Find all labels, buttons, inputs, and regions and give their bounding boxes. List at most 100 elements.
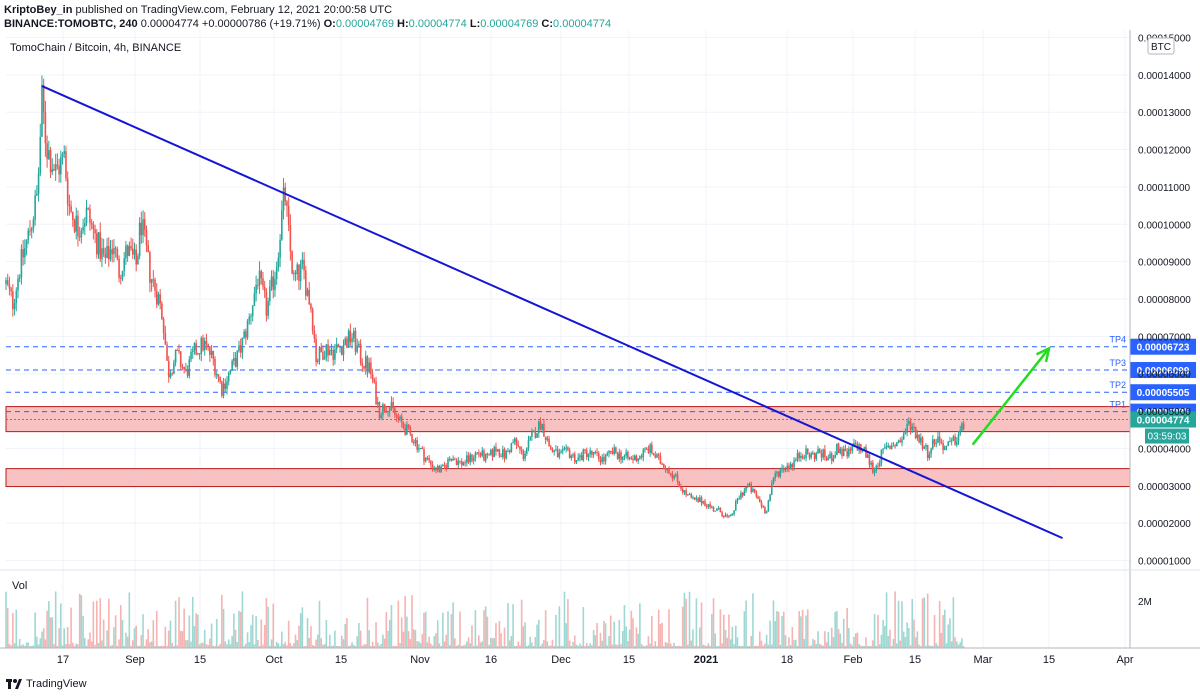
candle-body xyxy=(671,473,674,479)
volume-bar xyxy=(649,643,651,648)
candle-body xyxy=(748,483,751,486)
trendline xyxy=(41,85,1063,540)
candle-body xyxy=(406,424,408,435)
volume-bar xyxy=(666,643,669,648)
volume-bar xyxy=(721,643,723,648)
candle-body xyxy=(687,494,689,496)
candle-body xyxy=(190,352,192,360)
candle-body xyxy=(447,458,449,469)
volume-bar xyxy=(645,645,648,648)
volume-bar xyxy=(676,645,679,648)
candle-body xyxy=(781,467,783,470)
volume-bar xyxy=(738,645,741,648)
volume-bar xyxy=(776,610,778,648)
candle-body xyxy=(236,350,239,367)
volume-bar xyxy=(400,617,403,648)
candle-body xyxy=(793,460,795,468)
candle-body xyxy=(592,452,595,455)
candle-body xyxy=(265,291,268,316)
volume-bar xyxy=(135,625,137,648)
candle-body xyxy=(387,411,389,413)
volume-bar xyxy=(817,631,819,648)
open-label: O: xyxy=(323,18,336,30)
target-levels: TP4 0.00006723 TP3 0.00006099 TP2 0.00005505 T… xyxy=(6,335,1196,444)
candle-body xyxy=(344,338,347,346)
volume-bar xyxy=(716,646,718,648)
candle-body xyxy=(382,404,384,416)
volume-bar xyxy=(366,597,369,648)
volume-bar xyxy=(92,601,95,648)
volume-bar xyxy=(644,645,646,648)
volume-bar xyxy=(767,644,770,648)
target-arrow-head xyxy=(1035,346,1051,363)
volume-bar xyxy=(27,642,30,648)
volume-bar xyxy=(923,597,926,648)
volume-bar xyxy=(457,644,460,648)
candle-body xyxy=(484,453,487,461)
volume-bar xyxy=(116,645,119,648)
volume-bar xyxy=(149,642,151,648)
volume-bar xyxy=(786,645,788,648)
candle-body xyxy=(630,457,633,459)
candle-body xyxy=(414,439,417,444)
candle-body xyxy=(250,315,252,317)
author-name[interactable]: KriptoBey_in xyxy=(4,4,73,16)
volume-bar xyxy=(443,641,446,648)
volume-bar xyxy=(836,610,838,648)
volume-bar xyxy=(435,633,437,648)
volume-bar xyxy=(822,645,824,648)
candle-body xyxy=(239,345,242,353)
currency-label: BTC xyxy=(1151,42,1171,53)
candle-body xyxy=(241,337,244,353)
volume-bar xyxy=(736,637,739,648)
candle-body xyxy=(878,463,881,467)
candle-body xyxy=(532,430,535,433)
candle-body xyxy=(472,458,475,461)
candle-body xyxy=(197,353,199,355)
volume-bar xyxy=(128,592,131,648)
volume-bar xyxy=(239,611,242,648)
candle-body xyxy=(183,366,185,370)
volume-bar xyxy=(193,626,196,648)
candle-body xyxy=(548,438,550,447)
candle-body xyxy=(467,455,470,463)
candle-body xyxy=(436,466,439,471)
candle-body xyxy=(471,454,473,461)
volume-bar xyxy=(712,598,715,648)
candle-body xyxy=(114,248,117,250)
volume-bar xyxy=(707,643,710,648)
volume-bar xyxy=(426,642,429,648)
candle-body xyxy=(298,264,300,281)
candle-body xyxy=(423,449,425,462)
candle-body xyxy=(409,427,412,434)
volume-bar xyxy=(101,640,103,648)
candle-body xyxy=(567,447,569,450)
volume-bar xyxy=(587,645,590,648)
volume-bar xyxy=(633,645,636,648)
volume-bar xyxy=(678,645,681,648)
candle-body xyxy=(380,415,382,418)
volume-bar xyxy=(392,645,394,648)
volume-bar xyxy=(515,646,518,648)
candle-body xyxy=(661,463,663,465)
volume-bar xyxy=(782,611,785,648)
volume-bar xyxy=(133,628,136,648)
candle-body xyxy=(938,436,941,442)
volume-bar xyxy=(484,606,487,648)
volume-bar xyxy=(803,639,806,648)
y-tick-label: 0.00006000 xyxy=(1138,370,1191,381)
volume-bar xyxy=(842,618,845,648)
candle-body xyxy=(202,337,204,351)
volume-bar xyxy=(8,643,11,648)
candle-body xyxy=(286,201,288,206)
volume-bar xyxy=(608,635,610,648)
candle-body xyxy=(675,474,677,476)
volume-bar xyxy=(39,638,42,648)
y-tick-label: 0.00010000 xyxy=(1138,220,1191,231)
volume-bar xyxy=(109,645,112,648)
volume-bar xyxy=(25,642,28,648)
volume-bar xyxy=(558,606,561,648)
candle-body xyxy=(496,449,499,452)
volume-bar xyxy=(486,616,489,648)
